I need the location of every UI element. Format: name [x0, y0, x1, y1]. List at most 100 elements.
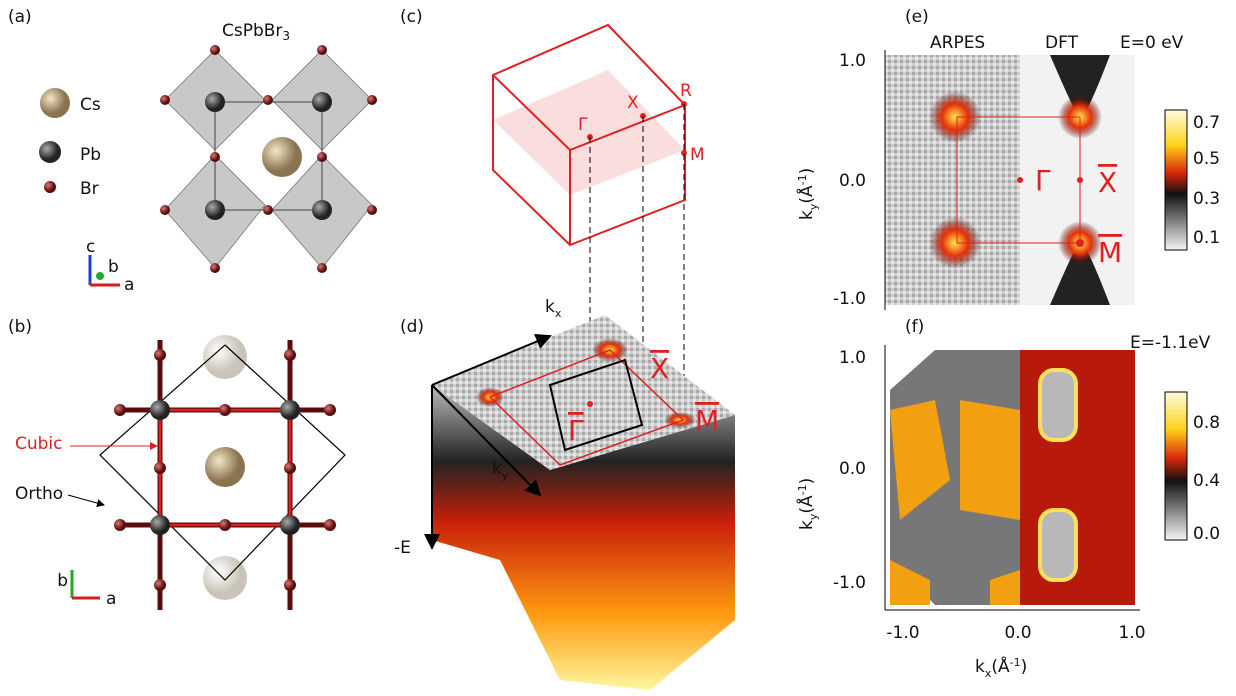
- y-tick-label: 1.0: [839, 51, 866, 71]
- ortho-label: Ortho: [15, 484, 63, 504]
- shape: [317, 152, 327, 162]
- shape: [154, 462, 166, 474]
- shape: [150, 400, 300, 535]
- text-part: -1: [796, 484, 809, 495]
- kx-label: kx: [545, 297, 562, 320]
- shape: [488, 349, 685, 466]
- shape: M: [690, 145, 705, 165]
- gamma-bar: Γ: [568, 414, 584, 447]
- y-tick-label: 0.0: [839, 459, 866, 479]
- shape: [1017, 177, 1084, 247]
- text-part: ): [1021, 657, 1028, 677]
- m-bar: M: [695, 404, 719, 437]
- text-part: ): [797, 168, 817, 175]
- shape: b: [108, 257, 119, 277]
- text-part: y: [807, 203, 820, 210]
- energy-label: E=-1.1eV: [1130, 333, 1211, 353]
- shape: [1017, 177, 1023, 183]
- panel-label: (a): [8, 7, 32, 27]
- shape: [929, 91, 981, 143]
- axes-triad: cba: [86, 237, 134, 295]
- text-part: (Å: [795, 185, 817, 204]
- cubic-label: Cubic: [15, 434, 63, 454]
- shape: [280, 400, 300, 420]
- gamma-bar: Γ: [1035, 164, 1051, 197]
- shape: [154, 349, 166, 361]
- shape: [160, 95, 170, 105]
- shape: [312, 92, 332, 112]
- shape: [284, 579, 296, 591]
- shape: [367, 95, 377, 105]
- shape: [205, 92, 225, 112]
- colorbar-tick: 0.0: [1193, 524, 1220, 544]
- text-part: (Å: [991, 655, 1010, 677]
- text-part: k: [797, 210, 817, 220]
- shape: [203, 335, 247, 379]
- shape: [681, 150, 687, 156]
- shape: [890, 400, 1020, 605]
- shape: [160, 45, 377, 273]
- x-bar: X: [1098, 166, 1117, 199]
- shape: [587, 401, 593, 407]
- text-part: k: [975, 657, 985, 677]
- brillouin-zone: [491, 23, 687, 247]
- shape: Γ: [578, 115, 588, 135]
- shape: c: [86, 237, 95, 257]
- text-part: 3: [282, 29, 290, 43]
- kx-axis: [431, 333, 552, 386]
- shape: [262, 137, 302, 177]
- heatmap-f: [890, 350, 1135, 605]
- shape: [1076, 239, 1084, 247]
- shape: [210, 45, 220, 55]
- shape: [432, 315, 735, 470]
- shape: [284, 462, 296, 474]
- shape: [929, 217, 981, 269]
- text-part: y: [502, 469, 509, 482]
- ortho-structure: [99, 335, 346, 610]
- panel-label: (e): [905, 7, 929, 27]
- colorbar: [1164, 109, 1188, 251]
- legend-text: Pb: [80, 145, 101, 165]
- y-tick-label: 1.0: [839, 348, 866, 368]
- text-part: -1: [1010, 656, 1021, 669]
- panel-label: (d): [400, 317, 424, 337]
- text-part: k: [797, 520, 817, 530]
- e-label: -E: [394, 538, 411, 558]
- shape: [210, 263, 220, 273]
- text-part: y: [807, 513, 820, 520]
- shape: [317, 45, 327, 55]
- x-tick-label: 0.0: [1004, 623, 1031, 643]
- x-axis-label: kx(Å-1): [975, 655, 1027, 680]
- shape: [1038, 368, 1078, 442]
- panel-label: (f): [905, 317, 924, 337]
- shape: [203, 556, 247, 600]
- arrow: [67, 494, 105, 507]
- text-part: k: [545, 297, 555, 317]
- dft-title: DFT: [1045, 33, 1079, 53]
- axes-triad: ba: [57, 570, 116, 609]
- title: CsPbBr3: [222, 21, 290, 43]
- shape: a: [124, 275, 134, 295]
- shape: [96, 272, 104, 280]
- x-tick-label: -1.0: [886, 623, 919, 643]
- panel-label: (c): [400, 7, 423, 27]
- y-tick-label: -1.0: [833, 289, 866, 309]
- colorbar: [1164, 391, 1188, 541]
- colorbar-tick: 0.4: [1193, 471, 1220, 491]
- pb-atom: [39, 141, 61, 163]
- br-atom: [44, 181, 56, 193]
- shape: [280, 515, 300, 535]
- shape: [1022, 422, 1036, 512]
- energy-label: E=0 eV: [1120, 33, 1184, 53]
- shape: [1038, 508, 1078, 582]
- text-part: x: [555, 307, 562, 320]
- colorbar-tick: 0.1: [1193, 228, 1220, 248]
- x-tick-label: 1.0: [1118, 623, 1145, 643]
- shape: [210, 152, 220, 162]
- y-tick-label: 0.0: [839, 171, 866, 191]
- shape: [160, 205, 170, 215]
- text-part: -1: [796, 174, 809, 185]
- shape: [150, 515, 170, 535]
- ky-label: ky: [492, 459, 509, 482]
